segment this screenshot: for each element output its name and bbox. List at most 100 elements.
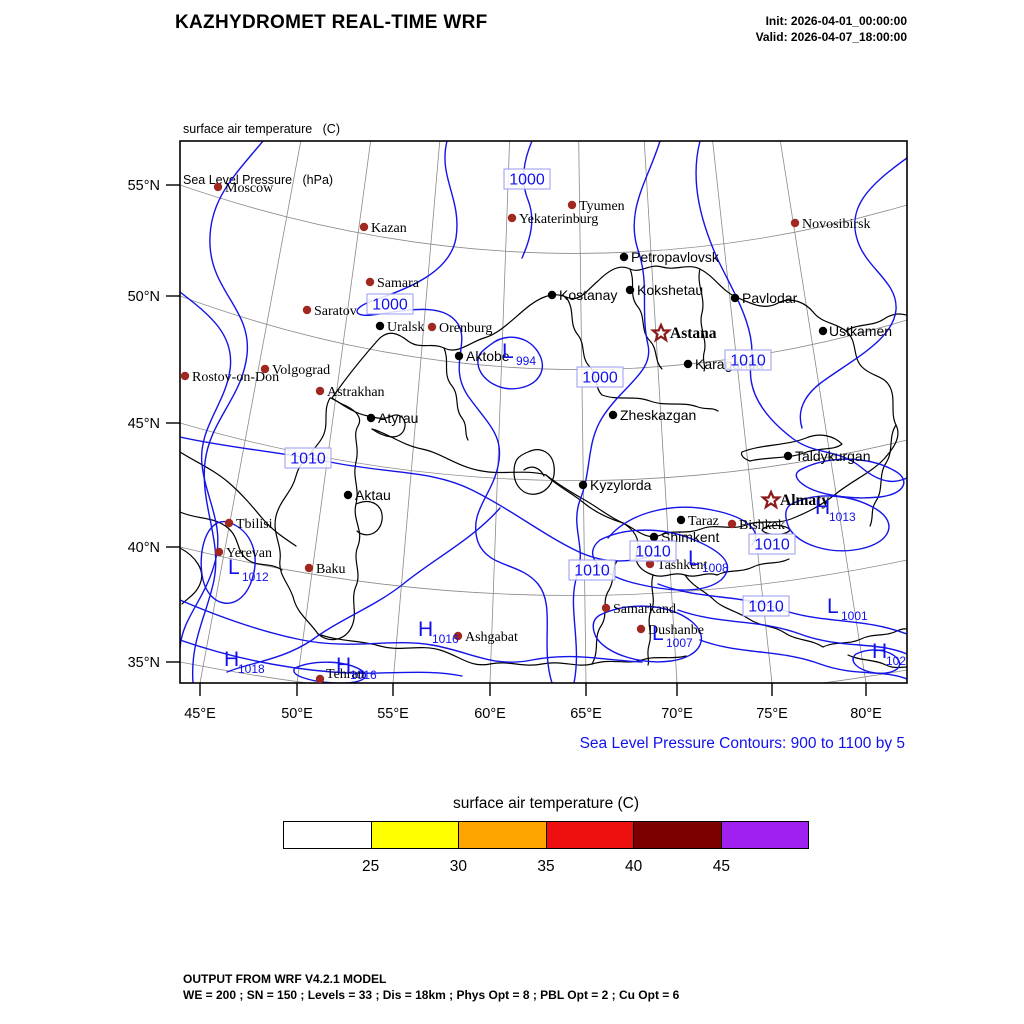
colorbar-segment-4 (634, 821, 722, 849)
city-marker-kyzylorda (578, 480, 588, 490)
contour-label-box (629, 540, 677, 562)
capital-star-marker-almaty (760, 489, 782, 510)
city-label-tyumen: Tyumen (579, 199, 625, 214)
contour-value-label: 1010 (629, 540, 677, 562)
meridian-line (489, 141, 510, 683)
city-label-samara: Samara (377, 276, 420, 291)
city-marker-ashgabat (453, 631, 463, 641)
city-label-tashkent: Tashkent (657, 558, 707, 573)
contour-label-text: 1010 (635, 544, 671, 561)
border-china-west (869, 424, 897, 527)
low-pressure-label: L 994 (502, 340, 536, 368)
colorbar-tick-label: 35 (537, 858, 555, 875)
border-afghan-north (684, 574, 824, 648)
y-axis-label: 55°N (128, 178, 160, 194)
pressure-contour-iran-2 (180, 639, 463, 677)
border-se-mountains-2 (847, 654, 907, 669)
contour-label-box (568, 559, 616, 581)
city-label-astrakhan: Astrakhan (327, 385, 385, 400)
city-label-tehran: Tehran (326, 667, 365, 682)
pressure-contour (191, 141, 264, 683)
pressure-contour-bishkek-arc (607, 506, 757, 546)
city-label-novosibirsk: Novosibirsk (802, 217, 870, 232)
pressure-center-value: 1007 (666, 636, 693, 650)
model-info-line2: WE = 200 ; SN = 150 ; Levels = 33 ; Dis … (183, 988, 680, 1002)
city-marker-kokshetau (625, 285, 635, 295)
pressure-center-letter: L (652, 622, 664, 645)
parallel-line (180, 661, 907, 683)
pressure-center-letter: H (872, 640, 887, 663)
valid-timestamp: Valid: 2026-04-07_18:00:00 (755, 30, 907, 44)
city-marker-tyumen (567, 200, 577, 210)
pressure-center-letter: H (815, 496, 830, 519)
border-caucasus-3 (180, 547, 203, 605)
city-marker-tehran (315, 674, 325, 684)
colorbar-segment-0 (283, 821, 372, 849)
contour-label-box (748, 533, 796, 555)
pressure-center-letter: L (228, 556, 240, 579)
pressure-center-letter: H (336, 654, 351, 677)
contour-label-text: 1000 (582, 370, 618, 387)
city-marker-taldykurgan (783, 451, 793, 461)
border-caucasus-2 (180, 511, 283, 571)
model-info: OUTPUT FROM WRF V4.2.1 MODEL WE = 200 ; … (183, 971, 679, 1003)
parallel-line (180, 422, 907, 482)
border-kara-bogaz (355, 500, 383, 536)
city-marker-aktobe (454, 351, 464, 361)
pressure-center-value: 1013 (829, 510, 856, 524)
contour-value-label: 1010 (568, 559, 616, 581)
parallel-line (180, 184, 907, 254)
contour-label-box (503, 168, 551, 190)
pressure-center-value: 1016 (432, 632, 459, 646)
y-axis-label: 50°N (128, 289, 160, 305)
oblast-line-5 (443, 347, 469, 441)
meridian-line (779, 141, 867, 683)
low-pressure-label: L 1012 (228, 556, 269, 584)
city-label-dushanbe: Dushanbe (648, 623, 704, 638)
city-marker-ustkamen (818, 326, 828, 336)
city-label-atyrau: Atyrau (378, 410, 418, 426)
contour-label-box (284, 447, 332, 469)
city-marker-bishkek (727, 519, 737, 529)
city-label-taraz: Taraz (688, 514, 719, 529)
contour-value-label: 1010 (724, 349, 772, 371)
city-label-bishkek: Bishkek (739, 518, 785, 533)
pressure-center-value: 102 (886, 654, 906, 668)
pressure-contour-dushanbe-loop (592, 605, 703, 663)
city-marker-petropavlovsk (619, 252, 629, 262)
city-marker-atyrau (366, 413, 376, 423)
contour-label-box (742, 595, 790, 617)
border-altai (845, 313, 907, 332)
city-marker-novosibirsk (790, 218, 800, 228)
field-list: surface air temperature (C) Sea Level Pr… (183, 87, 340, 223)
city-label-volgograd: Volgograd (272, 363, 330, 378)
x-axis-label: 60°E (474, 706, 506, 722)
capital-star-marker-astana (650, 322, 672, 343)
contour-label-text: 1010 (574, 563, 610, 580)
city-marker-tbilisi (224, 518, 234, 528)
city-marker-samarkand (601, 603, 611, 613)
city-marker-kazan (359, 222, 369, 232)
contour-value-label: 1000 (503, 168, 551, 190)
city-marker-orenburg (427, 322, 437, 332)
city-marker-yerevan (214, 547, 224, 557)
city-marker-aktau (343, 490, 353, 500)
pressure-center-letter: L (827, 595, 839, 618)
city-label-pavlodar: Pavlodar (742, 290, 798, 306)
aral-sea (513, 449, 555, 495)
pressure-contour-novosibirsk (799, 157, 907, 429)
city-marker-baku (304, 563, 314, 573)
colorbar-title: surface air temperature (C) (452, 795, 640, 812)
x-axis-label: 50°E (281, 706, 313, 722)
city-label-kostanay: Kostanay (559, 287, 617, 303)
pressure-center-value: 1001 (841, 609, 868, 623)
contour-label-text: 1000 (509, 172, 545, 189)
x-axis-label: 55°E (377, 706, 409, 722)
city-marker-karaganda (683, 359, 693, 369)
city-label-samarkand: Samarkand (613, 602, 676, 617)
